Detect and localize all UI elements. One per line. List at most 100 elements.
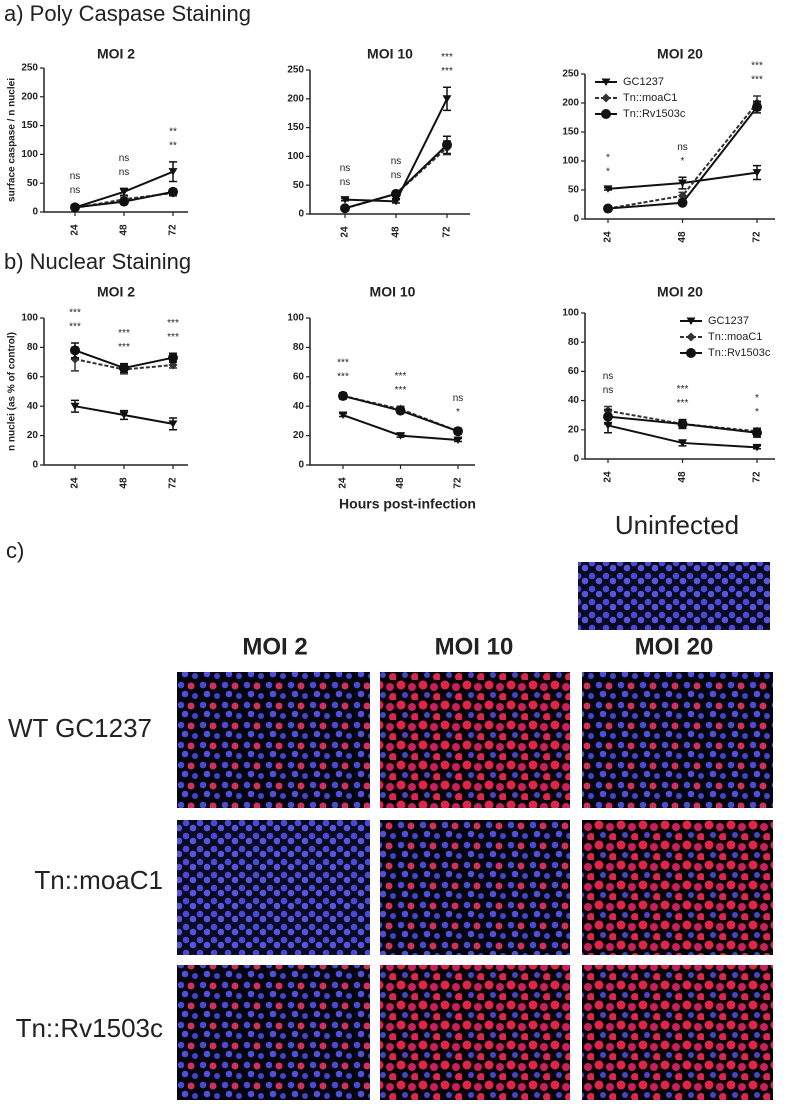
y-tick-label: 50 <box>27 178 39 189</box>
marker <box>686 317 696 325</box>
marker <box>168 168 178 176</box>
marker <box>442 139 452 150</box>
significance-label: ** <box>169 141 177 152</box>
significance-label: *** <box>167 318 179 329</box>
x-tick-label: 72 <box>442 226 453 238</box>
y-tick-label: 20 <box>27 430 39 441</box>
marker <box>601 78 611 86</box>
legend-label: Tn::Rv1503c <box>708 347 771 359</box>
axis-line <box>43 68 188 213</box>
marker <box>340 196 350 204</box>
y-tick-label: 100 <box>21 313 38 324</box>
significance-label: * <box>606 152 610 163</box>
significance-label: *** <box>118 328 130 339</box>
significance-label: * <box>755 407 759 418</box>
chart-title: MOI 10 <box>367 46 413 62</box>
column-label: MOI 20 <box>635 633 714 660</box>
marker <box>119 188 129 196</box>
significance-label: *** <box>69 322 81 333</box>
legend-label: Tn::Rv1503c <box>623 108 686 120</box>
y-tick-label: 250 <box>562 69 579 80</box>
significance-label: *** <box>395 385 407 396</box>
micrograph <box>380 965 570 1100</box>
marker <box>603 185 613 193</box>
x-tick-label: 24 <box>603 471 614 483</box>
y-tick-label: 100 <box>287 151 304 162</box>
chart-title: MOI 20 <box>657 284 703 300</box>
significance-label: *** <box>441 52 453 63</box>
significance-label: ns <box>391 170 402 181</box>
y-tick-label: 0 <box>573 214 579 225</box>
y-tick-label: 0 <box>573 454 579 465</box>
marker <box>601 93 611 103</box>
y-tick-label: 0 <box>298 460 304 471</box>
y-tick-label: 50 <box>568 185 580 196</box>
marker <box>338 390 348 401</box>
micrograph <box>582 965 773 1100</box>
y-tick-label: 100 <box>562 308 579 319</box>
y-tick-label: 200 <box>287 93 304 104</box>
marker <box>70 345 80 356</box>
marker <box>678 439 687 447</box>
legend-label: Tn::moaC1 <box>623 92 677 104</box>
y-tick-label: 250 <box>21 63 38 74</box>
y-tick-label: 50 <box>293 180 305 191</box>
x-tick-label: 72 <box>168 224 179 236</box>
chart-title: MOI 20 <box>657 46 703 62</box>
significance-label: *** <box>677 384 689 395</box>
micrograph <box>380 820 570 955</box>
y-tick-label: 200 <box>21 91 38 102</box>
significance-label: *** <box>441 66 453 77</box>
y-tick-label: 80 <box>27 342 39 353</box>
marker <box>603 411 613 422</box>
legend-label: GC1237 <box>708 315 749 327</box>
significance-label: *** <box>751 75 763 86</box>
significance-label: ns <box>119 167 130 178</box>
y-tick-label: 100 <box>21 149 38 160</box>
significance-label: ns <box>340 163 351 174</box>
marker <box>168 352 178 363</box>
y-tick-label: 100 <box>287 313 304 324</box>
x-tick-label: 24 <box>70 477 81 489</box>
y-tick-label: 80 <box>293 342 305 353</box>
marker <box>752 427 762 438</box>
y-axis-label: n nuclei (as % of control) <box>7 332 18 451</box>
marker <box>70 402 80 411</box>
micrograph <box>177 820 370 955</box>
y-tick-label: 60 <box>27 371 39 382</box>
marker <box>70 354 80 364</box>
significance-label: * <box>755 393 759 404</box>
significance-label: ns <box>340 177 351 188</box>
row-label: WT GC1237 <box>8 713 152 743</box>
significance-label: *** <box>677 398 689 409</box>
marker <box>395 405 406 416</box>
x-tick-label: 48 <box>391 226 402 238</box>
significance-label: *** <box>118 342 130 353</box>
marker <box>752 443 762 452</box>
marker <box>453 426 463 437</box>
y-tick-label: 150 <box>562 127 579 138</box>
significance-label: *** <box>69 308 81 319</box>
x-tick-label: 72 <box>453 477 464 489</box>
x-tick-label: 48 <box>119 477 130 489</box>
significance-label: ns <box>70 185 81 196</box>
marker <box>677 418 688 429</box>
marker <box>168 420 178 428</box>
significance-label: ns <box>603 371 614 382</box>
legend-label: GC1237 <box>623 76 664 88</box>
image-label: Uninfected <box>615 510 739 540</box>
micrograph <box>177 672 370 808</box>
y-tick-label: 150 <box>21 120 38 131</box>
x-tick-label: 24 <box>340 226 351 238</box>
x-tick-label: 72 <box>752 231 763 243</box>
marker <box>391 188 401 199</box>
marker <box>396 432 405 440</box>
y-tick-label: 40 <box>293 401 305 412</box>
chart-title: MOI 2 <box>97 284 135 300</box>
micrograph <box>578 562 770 630</box>
x-axis-label: Hours post-infection <box>339 496 476 512</box>
marker <box>442 95 452 103</box>
marker <box>70 202 80 213</box>
y-tick-label: 0 <box>32 207 38 218</box>
